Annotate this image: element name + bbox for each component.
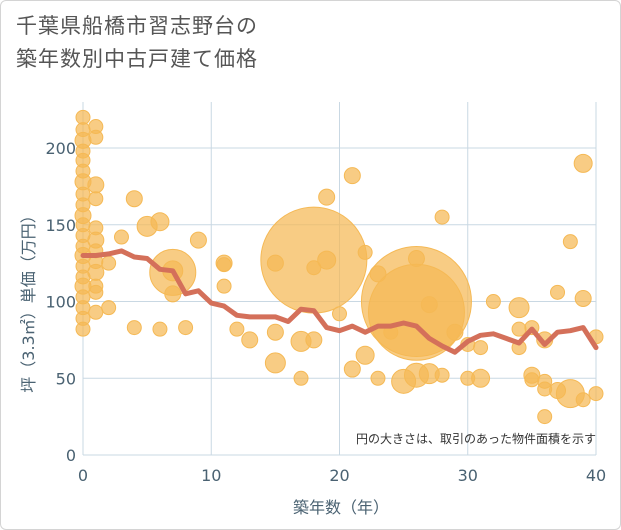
data-bubble [318,188,336,206]
data-bubble [229,321,245,337]
data-bubble [562,234,578,250]
data-bubble [75,321,91,337]
y-tick-label: 100 [45,293,76,312]
data-bubble [264,352,286,374]
data-bubble [101,255,117,271]
data-bubble [573,153,593,173]
y-tick-label: 150 [45,216,76,235]
x-axis-title: 築年数（年） [293,498,389,517]
y-tick-labels: 0 50 100 150 200 [45,139,76,465]
y-tick-label: 200 [45,139,76,158]
x-tick-labels: 0 10 20 30 40 [78,466,606,485]
average-price-line [80,248,599,355]
x-tick-label: 40 [586,466,606,485]
y-tick-label: 50 [56,369,76,388]
data-bubble [87,263,105,281]
data-bubble [575,392,591,408]
y-tick-label: 0 [66,446,76,465]
x-tick-label: 0 [78,466,88,485]
x-tick-label: 30 [458,466,478,485]
data-bubble [332,306,347,322]
data-bubble [471,368,491,388]
data-bubble [101,300,117,316]
title-line-1: 千葉県船橋市習志野台の [16,14,258,38]
data-bubble [367,263,465,361]
data-bubble [125,190,143,208]
data-bubble [216,278,232,294]
data-bubble [588,386,604,402]
bubble-size-note: 円の大きさは、取引のあった物件面積を示す [356,431,596,446]
data-bubble [293,370,309,386]
data-bubble [113,229,129,245]
data-bubble [524,372,540,388]
data-bubble [434,367,450,383]
data-bubble [305,331,323,349]
data-bubble [178,320,194,336]
data-bubble [446,323,464,341]
data-bubble [306,260,322,276]
data-bubble [407,250,425,268]
data-bubble [150,212,170,232]
data-bubble [537,409,553,425]
data-bubble [88,129,104,145]
data-bubble [434,209,450,225]
x-tick-label: 10 [201,466,221,485]
data-bubble [343,167,361,185]
data-bubble [508,297,530,319]
data-bubble [189,231,207,249]
data-bubble [317,250,337,270]
data-bubble [241,331,259,349]
data-bubble [126,320,142,336]
data-bubble [152,321,168,337]
data-bubble [473,340,489,356]
data-bubble [370,370,386,386]
data-bubble [216,257,232,273]
data-bubble [266,323,284,341]
chart-title: 千葉県船橋市習志野台の 築年数別中古戸建て価格 [16,10,258,76]
data-bubble [574,289,592,307]
data-bubble [88,304,104,320]
data-bubble [355,345,375,365]
data-bubble [88,284,104,300]
data-bubble [164,285,182,303]
data-bubble [260,206,368,314]
data-bubble [550,284,566,300]
data-bubble [485,294,501,310]
data-bubble [357,244,373,260]
data-bubble [343,360,361,378]
x-tick-label: 20 [329,466,349,485]
y-axis-title: 坪（3.3㎡）単価（万円） [19,207,38,392]
data-bubble [420,296,438,314]
data-bubble [88,191,104,207]
data-bubble [87,176,105,194]
title-line-2: 築年数別中古戸建て価格 [16,47,258,71]
